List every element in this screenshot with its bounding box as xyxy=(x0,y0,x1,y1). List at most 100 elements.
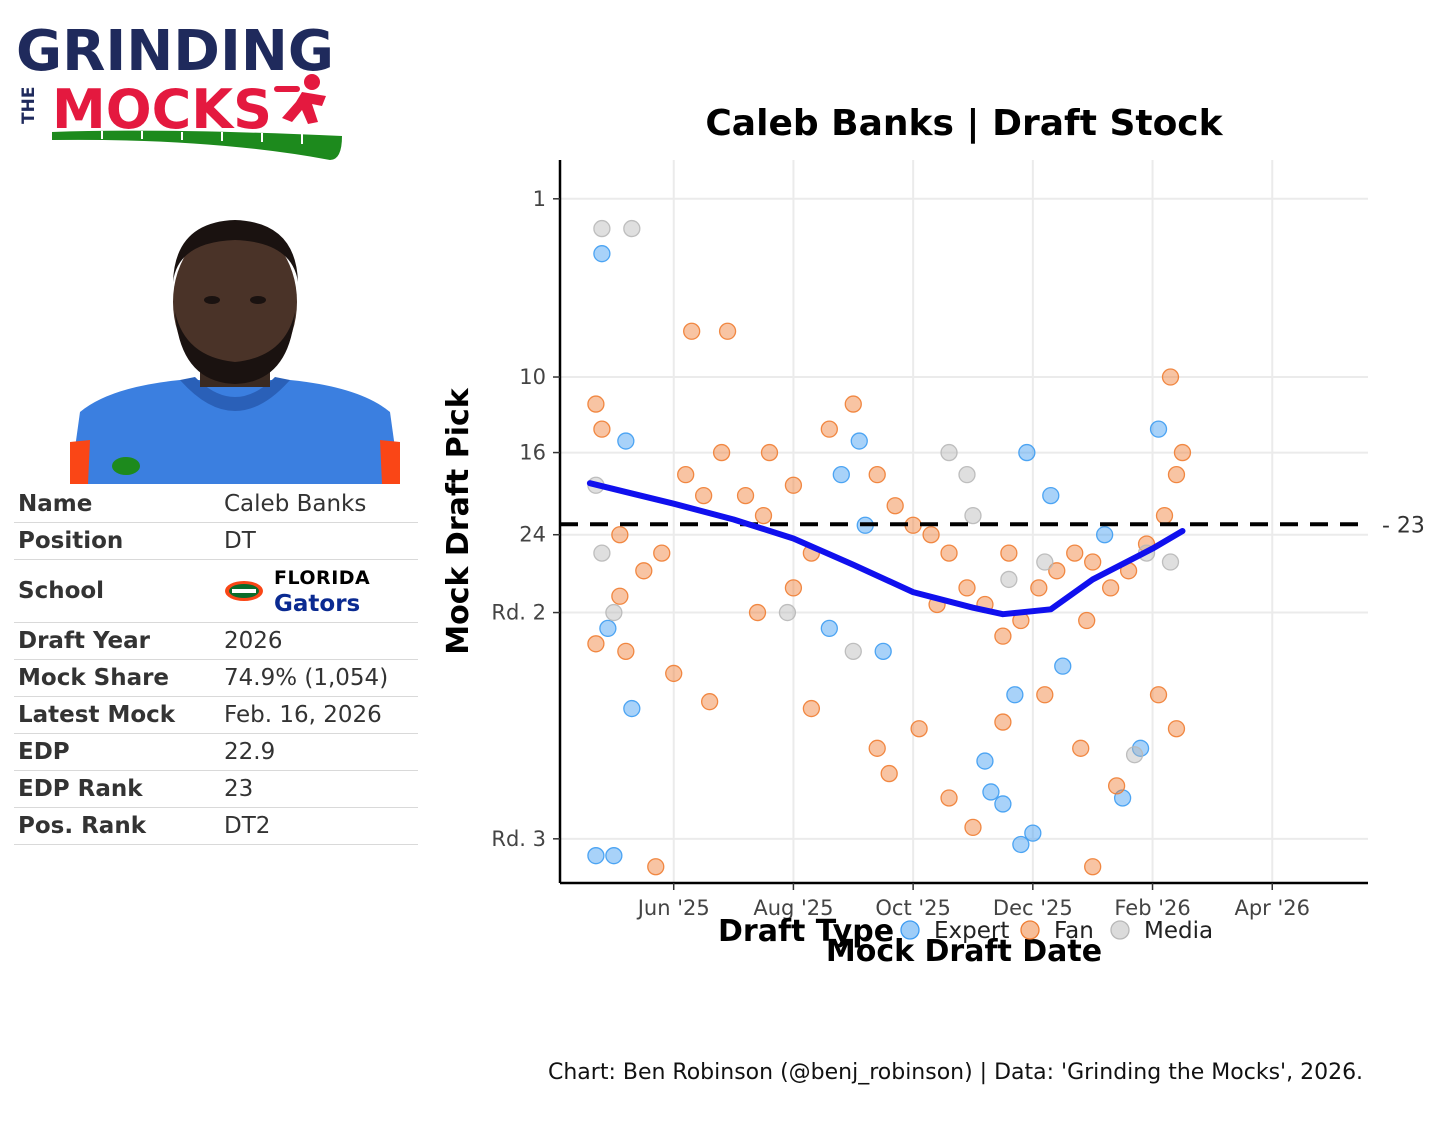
data-point-fan xyxy=(802,699,821,718)
data-point-media xyxy=(844,642,862,660)
legend-label-fan: Fan xyxy=(1054,918,1094,944)
data-point-fan xyxy=(910,720,928,738)
info-value: 22.9 xyxy=(224,739,276,765)
y-axis-title: Mock Draft Pick xyxy=(441,387,476,654)
gator-logo-icon xyxy=(225,581,263,601)
draft-stock-chart: Caleb Banks | Draft Stock Jun '25 Aug '25 O… xyxy=(441,103,1425,969)
y-tick-label: 16 xyxy=(519,441,546,465)
chart-caption: Chart: Ben Robinson (@benj_robinson) | D… xyxy=(548,1060,1364,1085)
info-row-latest-mock: Latest Mock Feb. 16, 2026 xyxy=(14,697,418,734)
data-point-fan xyxy=(647,858,665,876)
trend-line xyxy=(586,480,1186,618)
data-point-fan xyxy=(611,526,629,544)
data-point-expert xyxy=(1018,443,1036,462)
data-point-expert xyxy=(1149,420,1168,438)
data-point-fan xyxy=(964,818,982,837)
data-point-fan xyxy=(635,562,653,580)
data-point-fan xyxy=(1155,506,1174,525)
data-point-expert xyxy=(832,466,850,484)
data-point-fan xyxy=(1036,686,1054,704)
data-point-fan xyxy=(665,664,683,683)
data-point-fan xyxy=(1101,579,1120,597)
data-point-fan xyxy=(994,713,1012,731)
data-point-fan xyxy=(868,466,886,484)
logo-the: THE xyxy=(19,87,39,124)
data-point-media xyxy=(1125,746,1144,764)
data-point-expert xyxy=(1006,686,1024,704)
edp-line-label: - 23 xyxy=(1382,513,1425,538)
data-point-fan xyxy=(683,322,701,340)
data-point-expert xyxy=(850,432,868,450)
data-point-fan xyxy=(994,627,1012,645)
legend-key-fan xyxy=(1020,920,1040,940)
data-point-media xyxy=(940,443,958,462)
data-point-media xyxy=(1161,553,1180,571)
player-info-table: Name Caleb Banks Position DT School Florid… xyxy=(14,486,418,845)
data-point-fan xyxy=(694,486,713,505)
x-tick-label: Dec '25 xyxy=(993,896,1073,920)
data-point-fan xyxy=(1066,544,1084,562)
data-point-media xyxy=(958,466,976,484)
field-shape xyxy=(52,130,342,160)
data-point-fan xyxy=(760,443,779,462)
x-tick-label: Jun '25 xyxy=(636,896,710,920)
logo-line2: MOCKS xyxy=(52,78,272,141)
info-value: 23 xyxy=(224,776,254,802)
data-point-fan xyxy=(880,764,898,783)
series-media xyxy=(587,219,1180,764)
info-row-edp-rank: EDP Rank 23 xyxy=(14,771,418,808)
data-point-fan xyxy=(617,642,635,660)
data-point-expert xyxy=(820,619,838,638)
info-label: Pos. Rank xyxy=(18,813,146,839)
y-tick-label: Rd. 2 xyxy=(491,601,546,625)
info-row-name: Name Caleb Banks xyxy=(14,486,418,523)
data-point-fan xyxy=(820,420,838,438)
data-point-fan xyxy=(1084,553,1102,571)
x-axis-title: Mock Draft Date xyxy=(826,934,1102,969)
data-point-fan xyxy=(958,579,976,597)
info-label: EDP xyxy=(18,739,70,765)
legend-label-media: Media xyxy=(1144,918,1213,944)
info-label: School xyxy=(18,578,105,604)
data-point-fan xyxy=(748,603,767,622)
data-point-media xyxy=(593,544,611,562)
player-photo xyxy=(70,220,400,484)
y-tick-label: 24 xyxy=(519,523,546,547)
data-point-fan xyxy=(1084,858,1102,876)
data-point-expert xyxy=(1042,486,1060,505)
data-point-media xyxy=(778,603,797,622)
info-value: Caleb Banks xyxy=(224,491,367,517)
data-point-expert xyxy=(1096,526,1114,544)
legend-label-expert: Expert xyxy=(934,918,1009,944)
info-label: Name xyxy=(18,491,93,517)
data-point-fan xyxy=(1107,777,1126,795)
info-label: Draft Year xyxy=(18,628,150,654)
grinding-the-mocks-logo: GRINDING THE MOCKS xyxy=(16,19,342,160)
school-name: Florida xyxy=(274,567,371,589)
x-tick-label: Aug '25 xyxy=(753,896,833,920)
data-point-media xyxy=(593,219,611,238)
runner-icon xyxy=(274,74,326,124)
data-point-fan xyxy=(1078,611,1096,630)
info-label: Latest Mock xyxy=(18,702,176,728)
info-label: Position xyxy=(18,528,124,554)
data-point-fan xyxy=(1173,443,1192,462)
data-point-fan xyxy=(677,466,695,484)
data-point-fan xyxy=(736,486,755,505)
data-point-fan xyxy=(1000,544,1018,562)
info-label: Mock Share xyxy=(18,665,170,691)
legend-title: Draft Type xyxy=(718,914,894,949)
legend-key-expert xyxy=(900,920,920,940)
info-row-mock-share: Mock Share 74.9% (1,054) xyxy=(14,660,418,697)
y-tick-label: Rd. 3 xyxy=(491,827,546,851)
info-row-draft-year: Draft Year 2026 xyxy=(14,623,418,660)
school-mascot: Gators xyxy=(274,591,361,617)
x-tick-label: Oct '25 xyxy=(875,896,950,920)
data-point-expert xyxy=(623,699,641,718)
data-point-fan xyxy=(611,587,629,605)
data-point-fan xyxy=(718,322,737,340)
data-point-fan xyxy=(1072,739,1090,757)
data-point-fan xyxy=(1149,686,1168,704)
data-point-media xyxy=(1000,570,1018,589)
info-label: EDP Rank xyxy=(18,776,143,802)
